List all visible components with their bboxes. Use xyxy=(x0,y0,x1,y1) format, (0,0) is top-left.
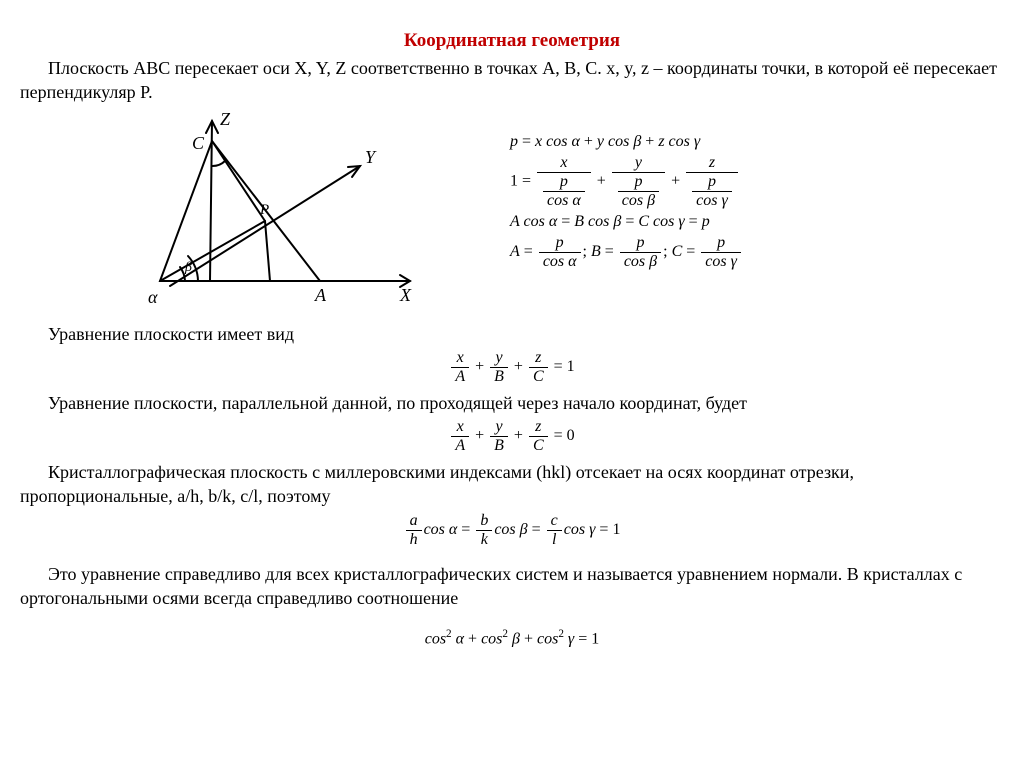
eq-abc-fractions: A = pcos α; B = pcos β; C = pcos γ xyxy=(510,235,1004,270)
eq-one-sum: 1 = xpcos α + ypcos β + zpcos γ xyxy=(510,155,1004,209)
point-a-label: A xyxy=(314,285,327,305)
p-label: P xyxy=(259,202,269,218)
angle-alpha-label: α xyxy=(148,287,158,307)
eq-miller: ahcos α = bkcos β = clcos γ = 1 xyxy=(20,513,1004,548)
eq-cos-squares: cos2 α + cos2 β + cos2 γ = 1 xyxy=(20,628,1004,648)
eq-p-sum: p = x cos α + y cos β + z cos γ xyxy=(510,133,1004,151)
plane-eq-label: Уравнение плоскости имеет вид xyxy=(20,322,1004,346)
eq-parallel-plane: xA + yB + zC = 0 xyxy=(20,419,1004,454)
parallel-plane-label: Уравнение плоскости, параллельной данной… xyxy=(20,391,1004,415)
eq-acos-eq-p: A cos α = B cos β = C cos γ = p xyxy=(510,213,1004,231)
figure-equation-row: X Y Z A C α β P p = x cos α + y cos β + … xyxy=(20,111,1004,316)
angle-beta-label: β xyxy=(184,260,192,275)
axis-y-label: Y xyxy=(365,147,377,167)
axis-z-label: Z xyxy=(220,111,231,129)
page-title: Координатная геометрия xyxy=(20,30,1004,52)
miller-paragraph: Кристаллографическая плоскость с миллеро… xyxy=(20,460,1004,509)
eq-plane: xA + yB + zC = 1 xyxy=(20,350,1004,385)
point-c-label: C xyxy=(192,133,205,153)
intro-paragraph: Плоскость ABC пересекает оси X, Y, Z соо… xyxy=(20,56,1004,105)
axis-x-label: X xyxy=(399,285,412,305)
coordinate-diagram: X Y Z A C α β P xyxy=(130,111,470,316)
equation-column: p = x cos α + y cos β + z cos γ 1 = xpco… xyxy=(470,111,1004,274)
normal-eq-paragraph: Это уравнение справедливо для всех крист… xyxy=(20,562,1004,611)
